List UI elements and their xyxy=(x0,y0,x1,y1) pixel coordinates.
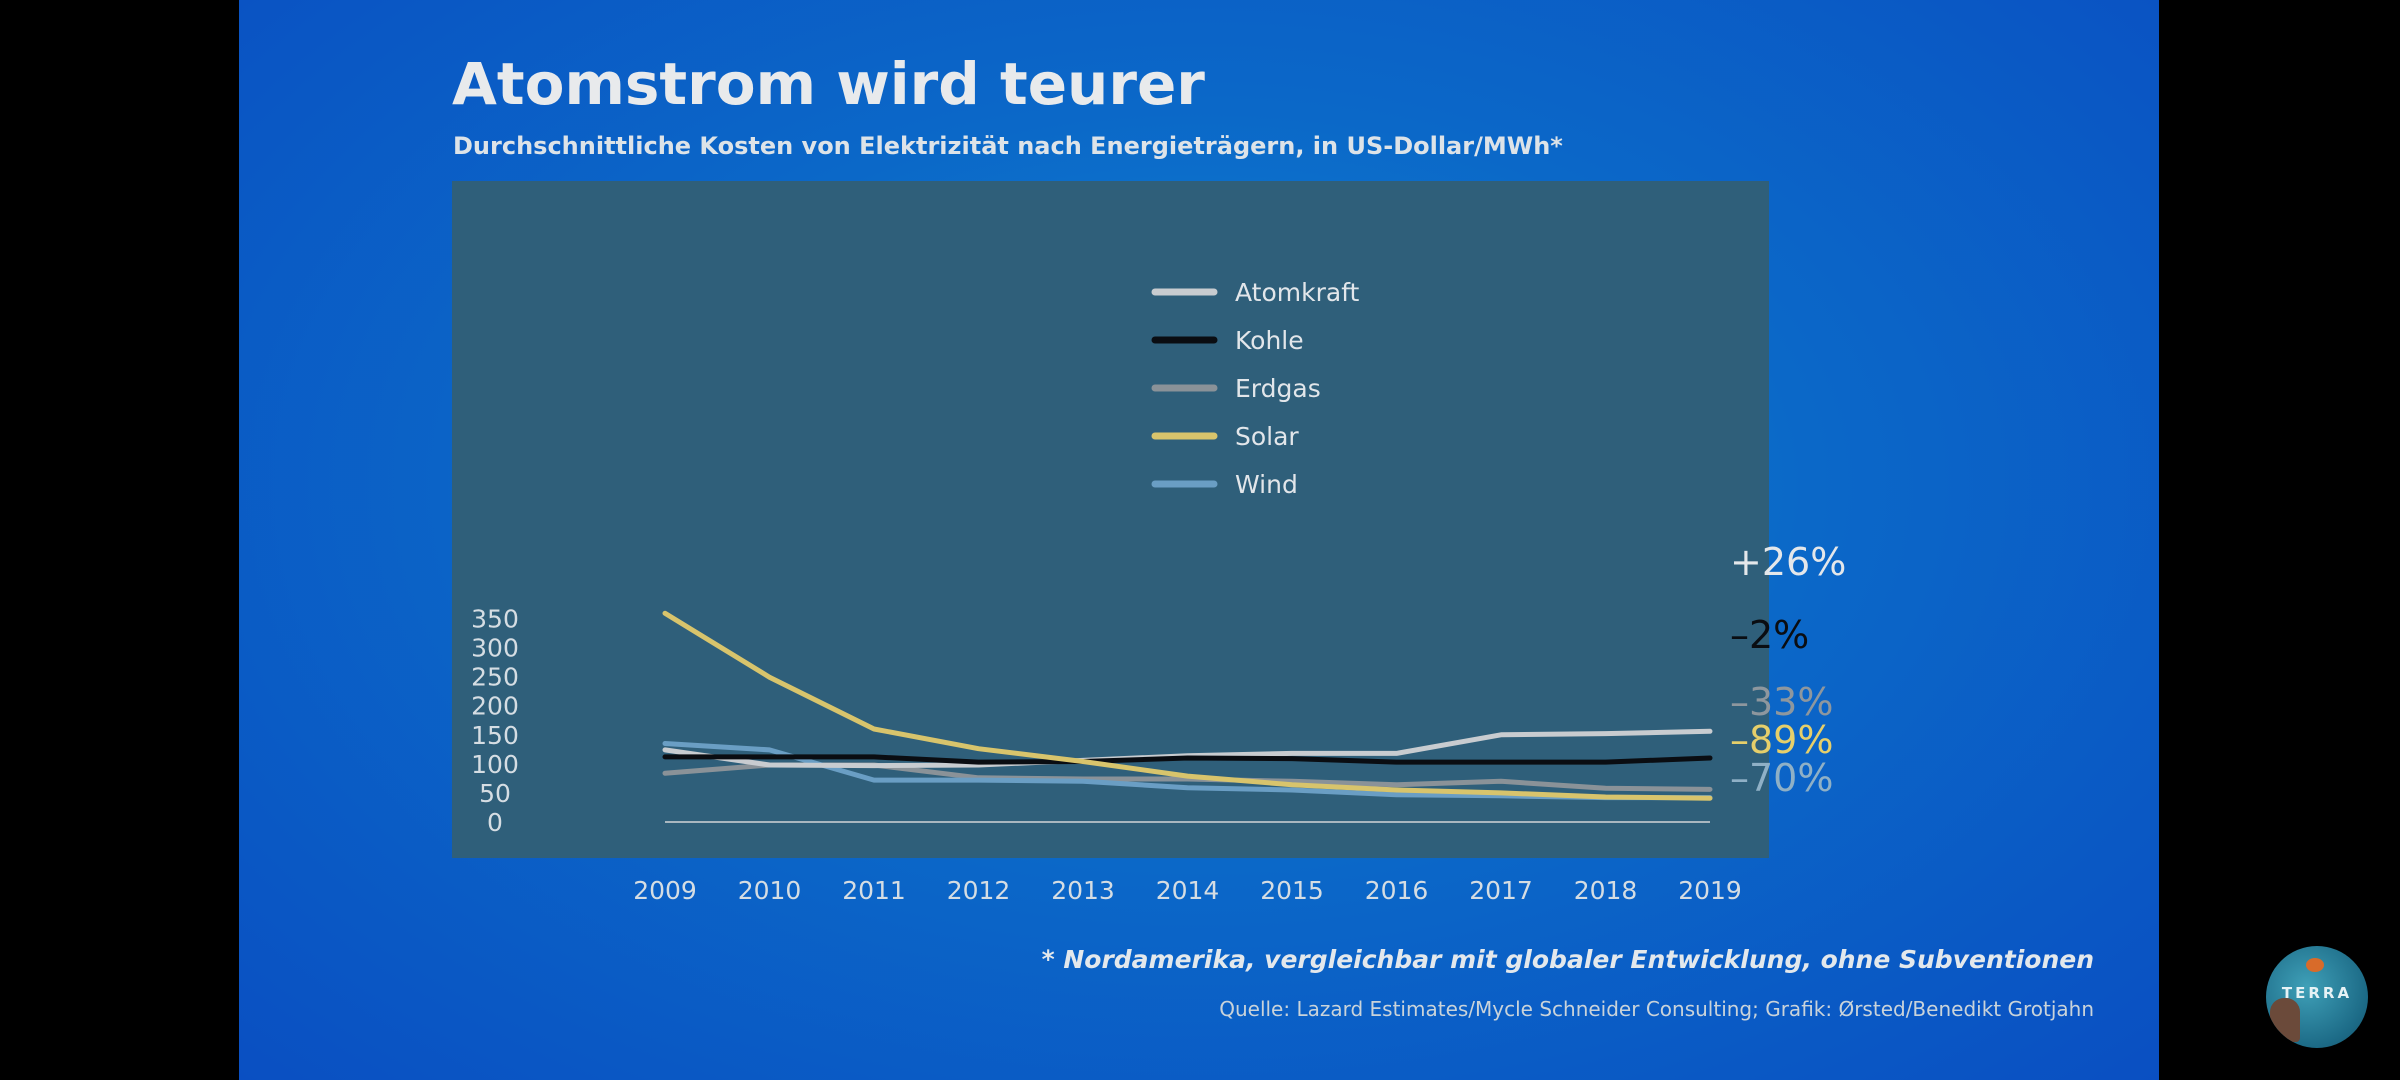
logo-person xyxy=(2270,998,2300,1042)
y-tick-label: 350 xyxy=(471,605,519,634)
x-tick-label: 2017 xyxy=(1469,876,1533,905)
y-tick-label: 100 xyxy=(471,750,519,779)
legend-item: Kohle xyxy=(1151,326,1304,355)
legend-label: Solar xyxy=(1235,422,1299,451)
x-tick-label: 2011 xyxy=(842,876,906,905)
x-tick-label: 2010 xyxy=(738,876,802,905)
x-tick-label: 2012 xyxy=(947,876,1011,905)
x-tick-label: 2015 xyxy=(1260,876,1324,905)
legend-item: Wind xyxy=(1151,470,1298,499)
chart-subtitle: Durchschnittliche Kosten von Elektrizitä… xyxy=(453,132,1563,160)
y-tick-label: 150 xyxy=(471,721,519,750)
logo-accent xyxy=(2306,958,2324,972)
legend-label: Atomkraft xyxy=(1235,278,1360,307)
chart-canvas: Atomstrom wird teurer Durchschnittliche … xyxy=(452,50,2094,1021)
legend-item: Atomkraft xyxy=(1151,278,1360,307)
legend-item: Erdgas xyxy=(1151,374,1321,403)
footnote: * Nordamerika, vergleichbar mit globaler… xyxy=(1042,945,2094,974)
series-line-solar xyxy=(662,610,1713,801)
legend: Atomkraft Kohle Erdgas Solar Wind xyxy=(1151,278,1360,499)
legend-item: Solar xyxy=(1151,422,1299,451)
series-line-kohle xyxy=(662,754,1713,765)
legend-label: Wind xyxy=(1235,470,1298,499)
x-tick-label: 2019 xyxy=(1678,876,1742,905)
x-tick-label: 2018 xyxy=(1574,876,1638,905)
terra-logo-icon: TERRA xyxy=(2266,946,2368,1048)
change-label-solar: –89% xyxy=(1730,718,1833,762)
x-tick-label: 2013 xyxy=(1051,876,1115,905)
y-tick-label: 0 xyxy=(487,808,503,837)
y-tick-label: 200 xyxy=(471,692,519,721)
legend-label: Kohle xyxy=(1235,326,1304,355)
y-tick-label: 300 xyxy=(471,634,519,663)
change-label-wind: –70% xyxy=(1730,756,1833,800)
change-label-kohle: –2% xyxy=(1730,613,1809,657)
y-tick-label: 250 xyxy=(471,663,519,692)
x-tick-label: 2016 xyxy=(1365,876,1429,905)
change-label-erdgas: –33% xyxy=(1730,680,1833,724)
series-lines xyxy=(662,610,1713,801)
change-labels: +26% –2% –33%–89%–70% xyxy=(1730,540,1846,800)
y-tick-label: 50 xyxy=(479,779,511,808)
x-axis: 2009 2010 2011 2012 2013 2014 2015 2016 2017 2018… xyxy=(633,876,1742,905)
x-tick-label: 2009 xyxy=(633,876,697,905)
chart-title: Atomstrom wird teurer xyxy=(452,50,1205,118)
legend-label: Erdgas xyxy=(1235,374,1321,403)
chart-slide: Atomstrom wird teurer Durchschnittliche … xyxy=(239,0,2159,1080)
source-credit: Quelle: Lazard Estimates/Mycle Schneider… xyxy=(1219,997,2094,1021)
logo-text: TERRA xyxy=(2281,984,2353,1002)
change-label-atomkraft: +26% xyxy=(1730,540,1846,584)
x-tick-label: 2014 xyxy=(1156,876,1220,905)
plot-area xyxy=(452,181,1769,858)
